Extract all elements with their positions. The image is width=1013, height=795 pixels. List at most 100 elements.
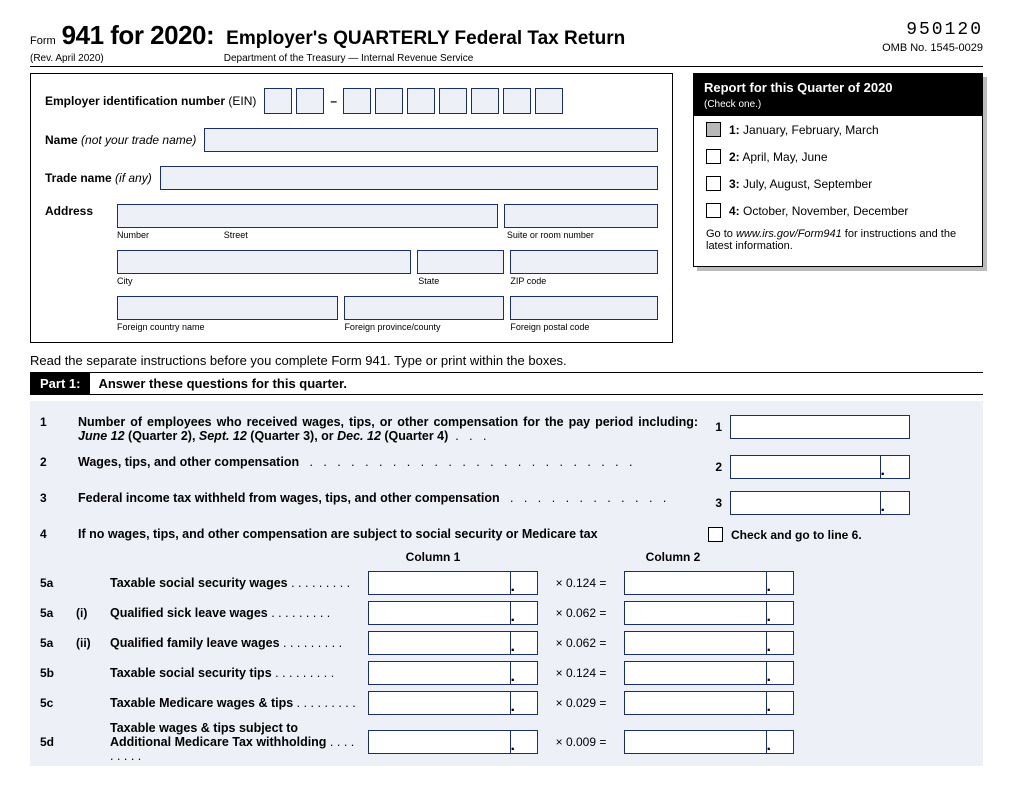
checkbox-icon[interactable] [706,149,721,164]
line-3-amount[interactable]: . [730,491,910,515]
line-1-amount[interactable] [730,415,910,439]
part1-body: 1 Number of employees who received wages… [30,401,983,766]
col1-input[interactable]: . [368,661,538,685]
col2-input[interactable]: . [624,730,794,754]
checkbox-icon[interactable] [706,122,721,137]
quarter-option-4[interactable]: 4: October, November, December [694,197,982,224]
line-4-check-label: Check and go to line 6. [731,528,862,542]
line-number: 5c [40,696,68,710]
multiplier: × 0.062 = [546,636,616,650]
caption-zip: ZIP code [510,276,658,286]
quarter-option-1[interactable]: 1: January, February, March [694,116,982,143]
checkbox-icon[interactable] [706,203,721,218]
ein-box[interactable] [375,88,403,114]
line-5d: 5d Taxable wages & tips subject to Additi… [30,718,983,766]
address-street-input[interactable] [117,204,498,228]
caption-street: Street [224,230,501,240]
ein-box[interactable] [407,88,435,114]
state-input[interactable] [417,250,504,274]
col2-input[interactable]: . [624,601,794,625]
col2-input[interactable]: . [624,631,794,655]
instruction-text: Read the separate instructions before yo… [30,353,983,368]
col1-input[interactable]: . [368,631,538,655]
ein-box[interactable] [439,88,467,114]
line-2-rightnum: 2 [708,460,722,474]
quarter-option-3[interactable]: 3: July, August, September [694,170,982,197]
line-number: 4 [40,527,68,541]
trade-label: Trade name (if any) [45,171,152,185]
dept-line: Department of the Treasury — Internal Re… [224,53,474,64]
line-sub: (ii) [76,636,102,650]
zip-input[interactable] [510,250,658,274]
part1-tag: Part 1: [30,373,90,394]
trade-input[interactable] [160,166,658,190]
name-input[interactable] [204,128,658,152]
line-number: 5a [40,636,68,650]
col2-input[interactable]: . [624,571,794,595]
col2-input[interactable]: . [624,691,794,715]
caption-fprov: Foreign province/county [344,322,504,332]
multiplier: × 0.124 = [546,666,616,680]
caption-number: Number [117,230,218,240]
multiplier: × 0.124 = [546,576,616,590]
col1-input[interactable]: . [368,571,538,595]
form-word: Form [30,35,56,47]
col2-input[interactable]: . [624,661,794,685]
checkbox-icon[interactable] [706,176,721,191]
caption-suite: Suite or room number [507,230,658,240]
multiplier: × 0.029 = [546,696,616,710]
address-label: Address [45,204,109,218]
form-number: 941 for 2020: [62,20,214,51]
line-2-amount[interactable]: . [730,455,910,479]
address-suite-input[interactable] [504,204,658,228]
employer-info-box: Employer identification number (EIN) – N… [30,73,673,343]
ein-input-group: – [264,88,563,114]
city-input[interactable] [117,250,411,274]
col1-input[interactable]: . [368,691,538,715]
line-number: 5b [40,666,68,680]
foreign-postal-input[interactable] [510,296,658,320]
ein-box[interactable] [264,88,292,114]
omb-number: OMB No. 1545-0029 [882,42,983,54]
ein-box[interactable] [296,88,324,114]
line-4-text: If no wages, tips, and other compensatio… [78,527,698,541]
line-5a-i: 5a(i)Qualified sick leave wages.× 0.062 … [30,598,983,628]
line-1: 1 Number of employees who received wages… [30,409,983,449]
line-4: 4 If no wages, tips, and other compensat… [30,521,983,548]
line-4-checkbox[interactable] [708,527,723,542]
line-desc: Taxable social security tips [110,666,360,680]
ein-box[interactable] [503,88,531,114]
ein-box[interactable] [343,88,371,114]
line-1-text: Number of employees who received wages, … [78,415,698,443]
quarter-footer: Go to www.irs.gov/Form941 for instructio… [694,224,982,256]
col1-input[interactable]: . [368,601,538,625]
ein-dash: – [328,94,339,108]
line-5a-ii: 5a(ii)Qualified family leave wages.× 0.0… [30,628,983,658]
caption-fcountry: Foreign country name [117,322,338,332]
line-desc: Qualified sick leave wages [110,606,360,620]
line-1-rightnum: 1 [708,420,722,434]
quarter-box: Report for this Quarter of 2020 (Check o… [693,73,983,267]
part1-header: Part 1: Answer these questions for this … [30,372,983,395]
line-3: 3 Federal income tax withheld from wages… [30,485,983,521]
form-code: 950120 [882,20,983,40]
line-2: 2 Wages, tips, and other compensation . … [30,449,983,485]
caption-city: City [117,276,412,286]
line-number: 1 [40,415,68,429]
line-2-text: Wages, tips, and other compensation . . … [78,455,698,469]
col1-input[interactable]: . [368,730,538,754]
line-desc: Taxable wages & tips subject to Addition… [110,721,360,763]
line-number: 5d [40,735,68,749]
foreign-province-input[interactable] [344,296,504,320]
line-number: 3 [40,491,68,505]
multiplier: × 0.062 = [546,606,616,620]
line-sub: (i) [76,606,102,620]
ein-box[interactable] [535,88,563,114]
caption-fpostal: Foreign postal code [510,322,658,332]
column-headers: Column 1 Column 2 [30,548,983,568]
ein-box[interactable] [471,88,499,114]
line-number: 5a [40,576,68,590]
foreign-country-input[interactable] [117,296,338,320]
line-3-rightnum: 3 [708,496,722,510]
quarter-option-2[interactable]: 2: April, May, June [694,143,982,170]
